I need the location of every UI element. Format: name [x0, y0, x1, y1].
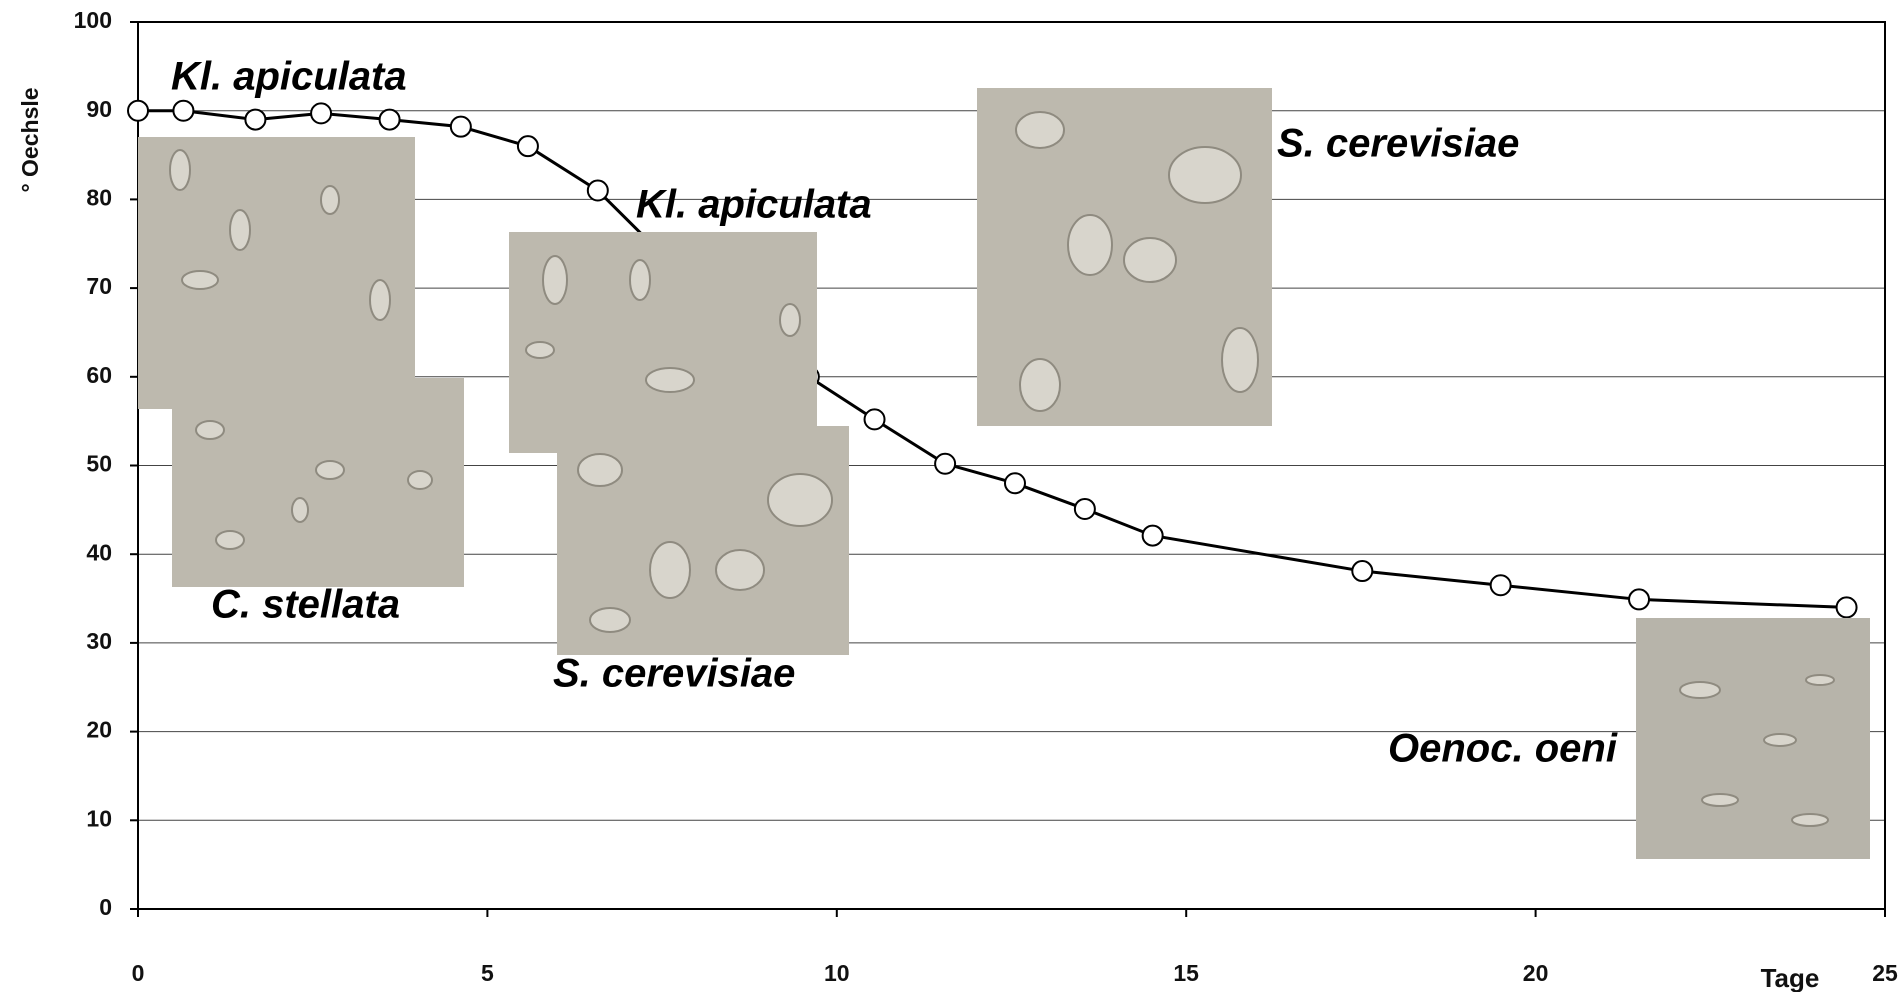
x-tick-label: 15: [1173, 960, 1199, 986]
x-tick-label: 0: [132, 960, 145, 986]
annotation: Oenoc. oeni: [1388, 727, 1618, 771]
annotation: Kl. apiculata: [171, 55, 407, 99]
marker: [1629, 589, 1649, 609]
annotation: Kl. apiculata: [636, 183, 872, 227]
annotation: S. cerevisiae: [1277, 122, 1519, 166]
photo: [1636, 618, 1870, 859]
marker: [1491, 575, 1511, 595]
y-tick-label: 10: [86, 805, 112, 831]
marker: [128, 101, 148, 121]
marker: [1837, 597, 1857, 617]
y-tick-label: 30: [86, 628, 112, 654]
annotation: S. cerevisiae: [553, 652, 795, 696]
marker: [173, 101, 193, 121]
x-tick-label: 5: [481, 960, 494, 986]
x-tick-label: 20: [1523, 960, 1549, 986]
y-tick-label: 0: [99, 894, 112, 920]
photo: [977, 88, 1272, 426]
y-tick-label: 40: [86, 539, 112, 565]
x-tick-label: 25: [1872, 960, 1898, 986]
x-tick-label: 10: [824, 960, 850, 986]
photo: [557, 426, 849, 655]
marker: [311, 103, 331, 123]
y-tick-label: 100: [74, 7, 112, 33]
y-tick-label: 60: [86, 362, 112, 388]
photo: [138, 137, 415, 409]
chart: 0 10 20 30 40 50 60 70 80 90 100 0 5 10 15 20 25 Tage ° Oe…: [0, 0, 1903, 992]
marker: [451, 117, 471, 137]
y-tick-label: 70: [86, 273, 112, 299]
x-axis-label: Tage: [1761, 963, 1820, 992]
marker: [245, 110, 265, 130]
marker: [865, 409, 885, 429]
marker: [518, 136, 538, 156]
y-axis-label: ° Oechsle: [17, 87, 43, 192]
marker: [1143, 526, 1163, 546]
marker: [380, 110, 400, 130]
y-tick-label: 90: [86, 96, 112, 122]
y-tick-label: 20: [86, 717, 112, 743]
y-tick-label: 80: [86, 184, 112, 210]
marker: [588, 181, 608, 201]
photo: [509, 232, 817, 453]
photo: [172, 378, 464, 587]
marker: [1005, 473, 1025, 493]
marker: [1075, 499, 1095, 519]
annotation: C. stellata: [211, 583, 400, 627]
marker: [1352, 561, 1372, 581]
marker: [935, 454, 955, 474]
y-tick-label: 50: [86, 451, 112, 477]
